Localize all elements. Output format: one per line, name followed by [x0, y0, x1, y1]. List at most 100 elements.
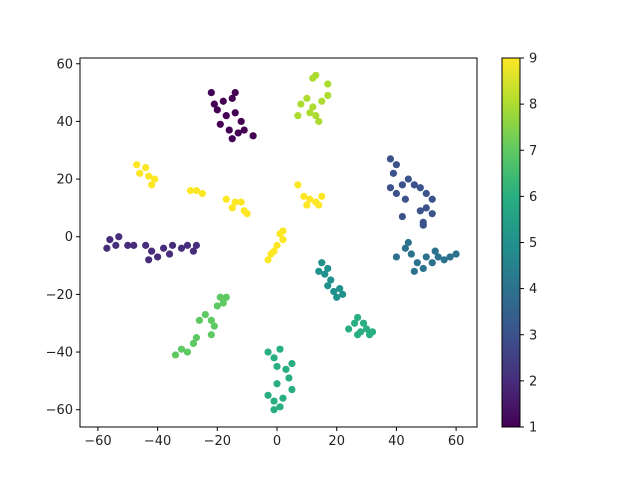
- scatter-point: [413, 259, 421, 267]
- scatter-point: [431, 247, 439, 255]
- scatter-point: [276, 403, 284, 411]
- scatter-point: [186, 187, 195, 195]
- scatter-point: [392, 189, 401, 198]
- scatter-point: [452, 250, 460, 258]
- scatter-point: [216, 120, 224, 128]
- scatter-point: [324, 264, 332, 273]
- scatter-point: [213, 302, 221, 310]
- colorbar-tick-label: 8: [529, 98, 537, 113]
- scatter-point: [213, 106, 221, 114]
- scatter-point: [133, 161, 141, 169]
- y-tick-label: −20: [46, 288, 73, 303]
- scatter-point: [154, 253, 162, 261]
- scatter-point: [288, 359, 296, 368]
- scatter-point: [270, 397, 278, 405]
- colorbar-tick-label: 7: [529, 144, 537, 159]
- scatter-point: [231, 88, 239, 97]
- scatter-point: [183, 348, 192, 356]
- x-tick-label: 0: [273, 434, 281, 449]
- scatter-point: [124, 241, 132, 249]
- scatter-point: [315, 267, 323, 275]
- scatter-point: [195, 316, 203, 324]
- scatter-point: [428, 195, 436, 203]
- scatter-point: [192, 241, 201, 249]
- scatter-point: [177, 244, 186, 252]
- y-tick-label: 0: [65, 230, 73, 245]
- scatter-point: [145, 256, 153, 264]
- scatter-point: [207, 88, 215, 97]
- scatter-point: [294, 112, 302, 120]
- scatter-point: [362, 325, 371, 333]
- scatter-point: [434, 253, 442, 261]
- scatter-point: [428, 259, 436, 267]
- scatter-point: [243, 210, 251, 218]
- colorbar-tick-label: 4: [529, 282, 537, 297]
- scatter-point: [324, 91, 332, 100]
- scatter-point: [312, 112, 320, 120]
- scatter-point: [219, 97, 227, 105]
- x-axis: −60 −40 −20 0 20 40 60: [84, 427, 464, 449]
- scatter-point: [440, 256, 448, 264]
- scatter-point: [285, 374, 293, 382]
- y-tick-label: −60: [46, 403, 73, 418]
- scatter-point: [177, 345, 186, 353]
- scatter-point: [401, 195, 409, 203]
- scatter-point: [198, 189, 206, 198]
- colorbar: [501, 57, 521, 428]
- points-layer: [103, 71, 460, 414]
- scatter-point: [318, 192, 326, 200]
- scatter-point: [351, 319, 359, 327]
- y-tick-label: 20: [56, 173, 73, 188]
- x-tick-label: 60: [448, 434, 465, 449]
- scatter-point: [273, 380, 281, 388]
- scatter-point: [324, 80, 332, 88]
- scatter-point: [115, 233, 123, 241]
- scatter-point: [398, 181, 406, 189]
- scatter-point: [210, 100, 218, 108]
- scatter-point: [416, 207, 424, 215]
- scatter-point: [306, 195, 314, 203]
- scatter-point: [225, 126, 233, 134]
- scatter-point: [148, 181, 156, 189]
- scatter-point: [273, 362, 281, 371]
- scatter-point: [392, 161, 401, 169]
- colorbar-tick-label: 9: [529, 52, 537, 67]
- scatter-point: [404, 175, 412, 183]
- scatter-point: [267, 250, 275, 258]
- scatter-point: [354, 313, 362, 322]
- scatter-point: [386, 184, 395, 192]
- scatter-point: [231, 109, 239, 117]
- scatter-point: [192, 187, 201, 195]
- scatter-point: [165, 250, 174, 258]
- colorbar-tick-label: 2: [529, 374, 537, 389]
- scatter-point: [416, 184, 424, 192]
- x-tick-label: 20: [328, 434, 345, 449]
- scatter-point: [183, 241, 192, 249]
- x-tick-label: −20: [204, 434, 231, 449]
- scatter-point: [309, 103, 317, 111]
- y-axis: −60 −40 −20 0 20 40 60: [46, 57, 80, 418]
- scatter-point: [136, 169, 144, 177]
- colorbar-tick-label: 1: [529, 421, 537, 436]
- scatter-point: [270, 406, 278, 414]
- scatter-point: [228, 135, 236, 143]
- scatter-point: [145, 172, 153, 180]
- scatter-point: [321, 270, 329, 278]
- scatter-point: [207, 316, 215, 324]
- scatter-point: [264, 391, 272, 399]
- scatter-point: [327, 276, 335, 284]
- y-tick-label: −40: [46, 346, 73, 361]
- scatter-point: [315, 201, 323, 209]
- scatter-point: [219, 299, 227, 307]
- scatter-point: [279, 227, 287, 235]
- scatter-point: [419, 264, 427, 273]
- scatter-point: [192, 334, 201, 342]
- scatter-point: [428, 210, 436, 218]
- scatter-point: [389, 169, 398, 177]
- scatter-point: [168, 241, 177, 249]
- scatter-point: [401, 244, 409, 252]
- scatter-point: [264, 348, 272, 356]
- scatter-point: [142, 241, 150, 249]
- scatter-point: [324, 282, 332, 290]
- scatter-point: [404, 238, 412, 247]
